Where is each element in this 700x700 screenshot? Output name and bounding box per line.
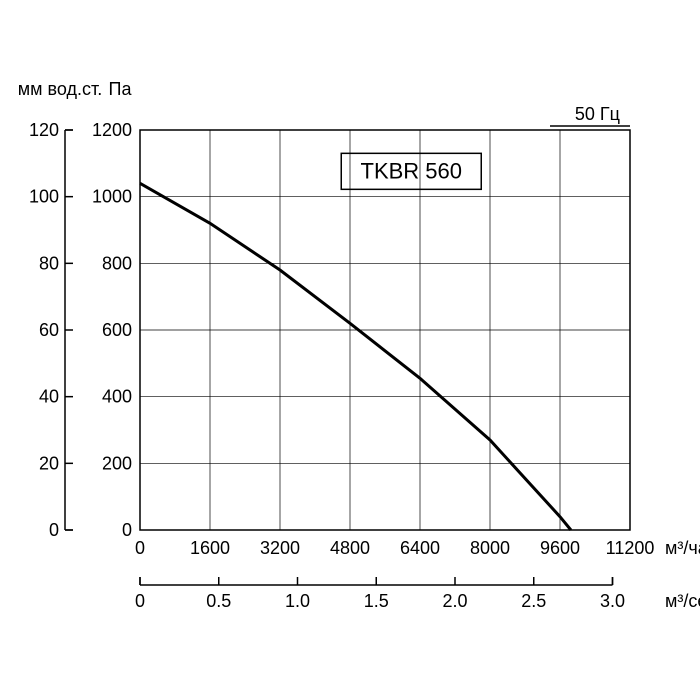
y-pa-tick: 1000 [92, 187, 132, 207]
y-pa-tick: 0 [122, 520, 132, 540]
y-mm-ticklabel: 100 [29, 187, 59, 207]
x-hour-label: м³/час [665, 538, 700, 558]
x-hour-tick: 8000 [470, 538, 510, 558]
x-sec-ticklabel: 0 [135, 591, 145, 611]
y-pa-tick: 600 [102, 320, 132, 340]
x-hour-tick: 1600 [190, 538, 230, 558]
y-mm-ticklabel: 60 [39, 320, 59, 340]
y-pa-tick: 200 [102, 453, 132, 473]
x-hour-tick: 4800 [330, 538, 370, 558]
y-mm-ticklabel: 120 [29, 120, 59, 140]
x-sec-label: м³/сек. [665, 591, 700, 611]
x-hour-tick: 9600 [540, 538, 580, 558]
y-pa-label: Па [109, 79, 133, 99]
y-mm-ticklabel: 0 [49, 520, 59, 540]
chart-title: TKBR 560 [361, 158, 463, 183]
x-hour-tick: 11200 [606, 538, 655, 558]
x-sec-ticklabel: 0.5 [206, 591, 231, 611]
y-pa-tick: 1200 [92, 120, 132, 140]
y-mm-ticklabel: 40 [39, 387, 59, 407]
x-sec-ticklabel: 2.5 [521, 591, 546, 611]
y-mm-ticklabel: 80 [39, 253, 59, 273]
freq-label: 50 Гц [575, 104, 620, 124]
x-sec-ticklabel: 1.0 [285, 591, 310, 611]
y-pa-tick: 800 [102, 253, 132, 273]
y-pa-tick: 400 [102, 387, 132, 407]
x-hour-tick: 3200 [260, 538, 300, 558]
x-sec-ticklabel: 1.5 [364, 591, 389, 611]
y-mm-label: мм вод.ст. [18, 79, 102, 99]
x-sec-ticklabel: 2.0 [442, 591, 467, 611]
y-mm-ticklabel: 20 [39, 453, 59, 473]
x-sec-ticklabel: 3.0 [600, 591, 625, 611]
x-hour-tick: 0 [135, 538, 145, 558]
performance-curve [140, 183, 571, 530]
x-hour-tick: 6400 [400, 538, 440, 558]
